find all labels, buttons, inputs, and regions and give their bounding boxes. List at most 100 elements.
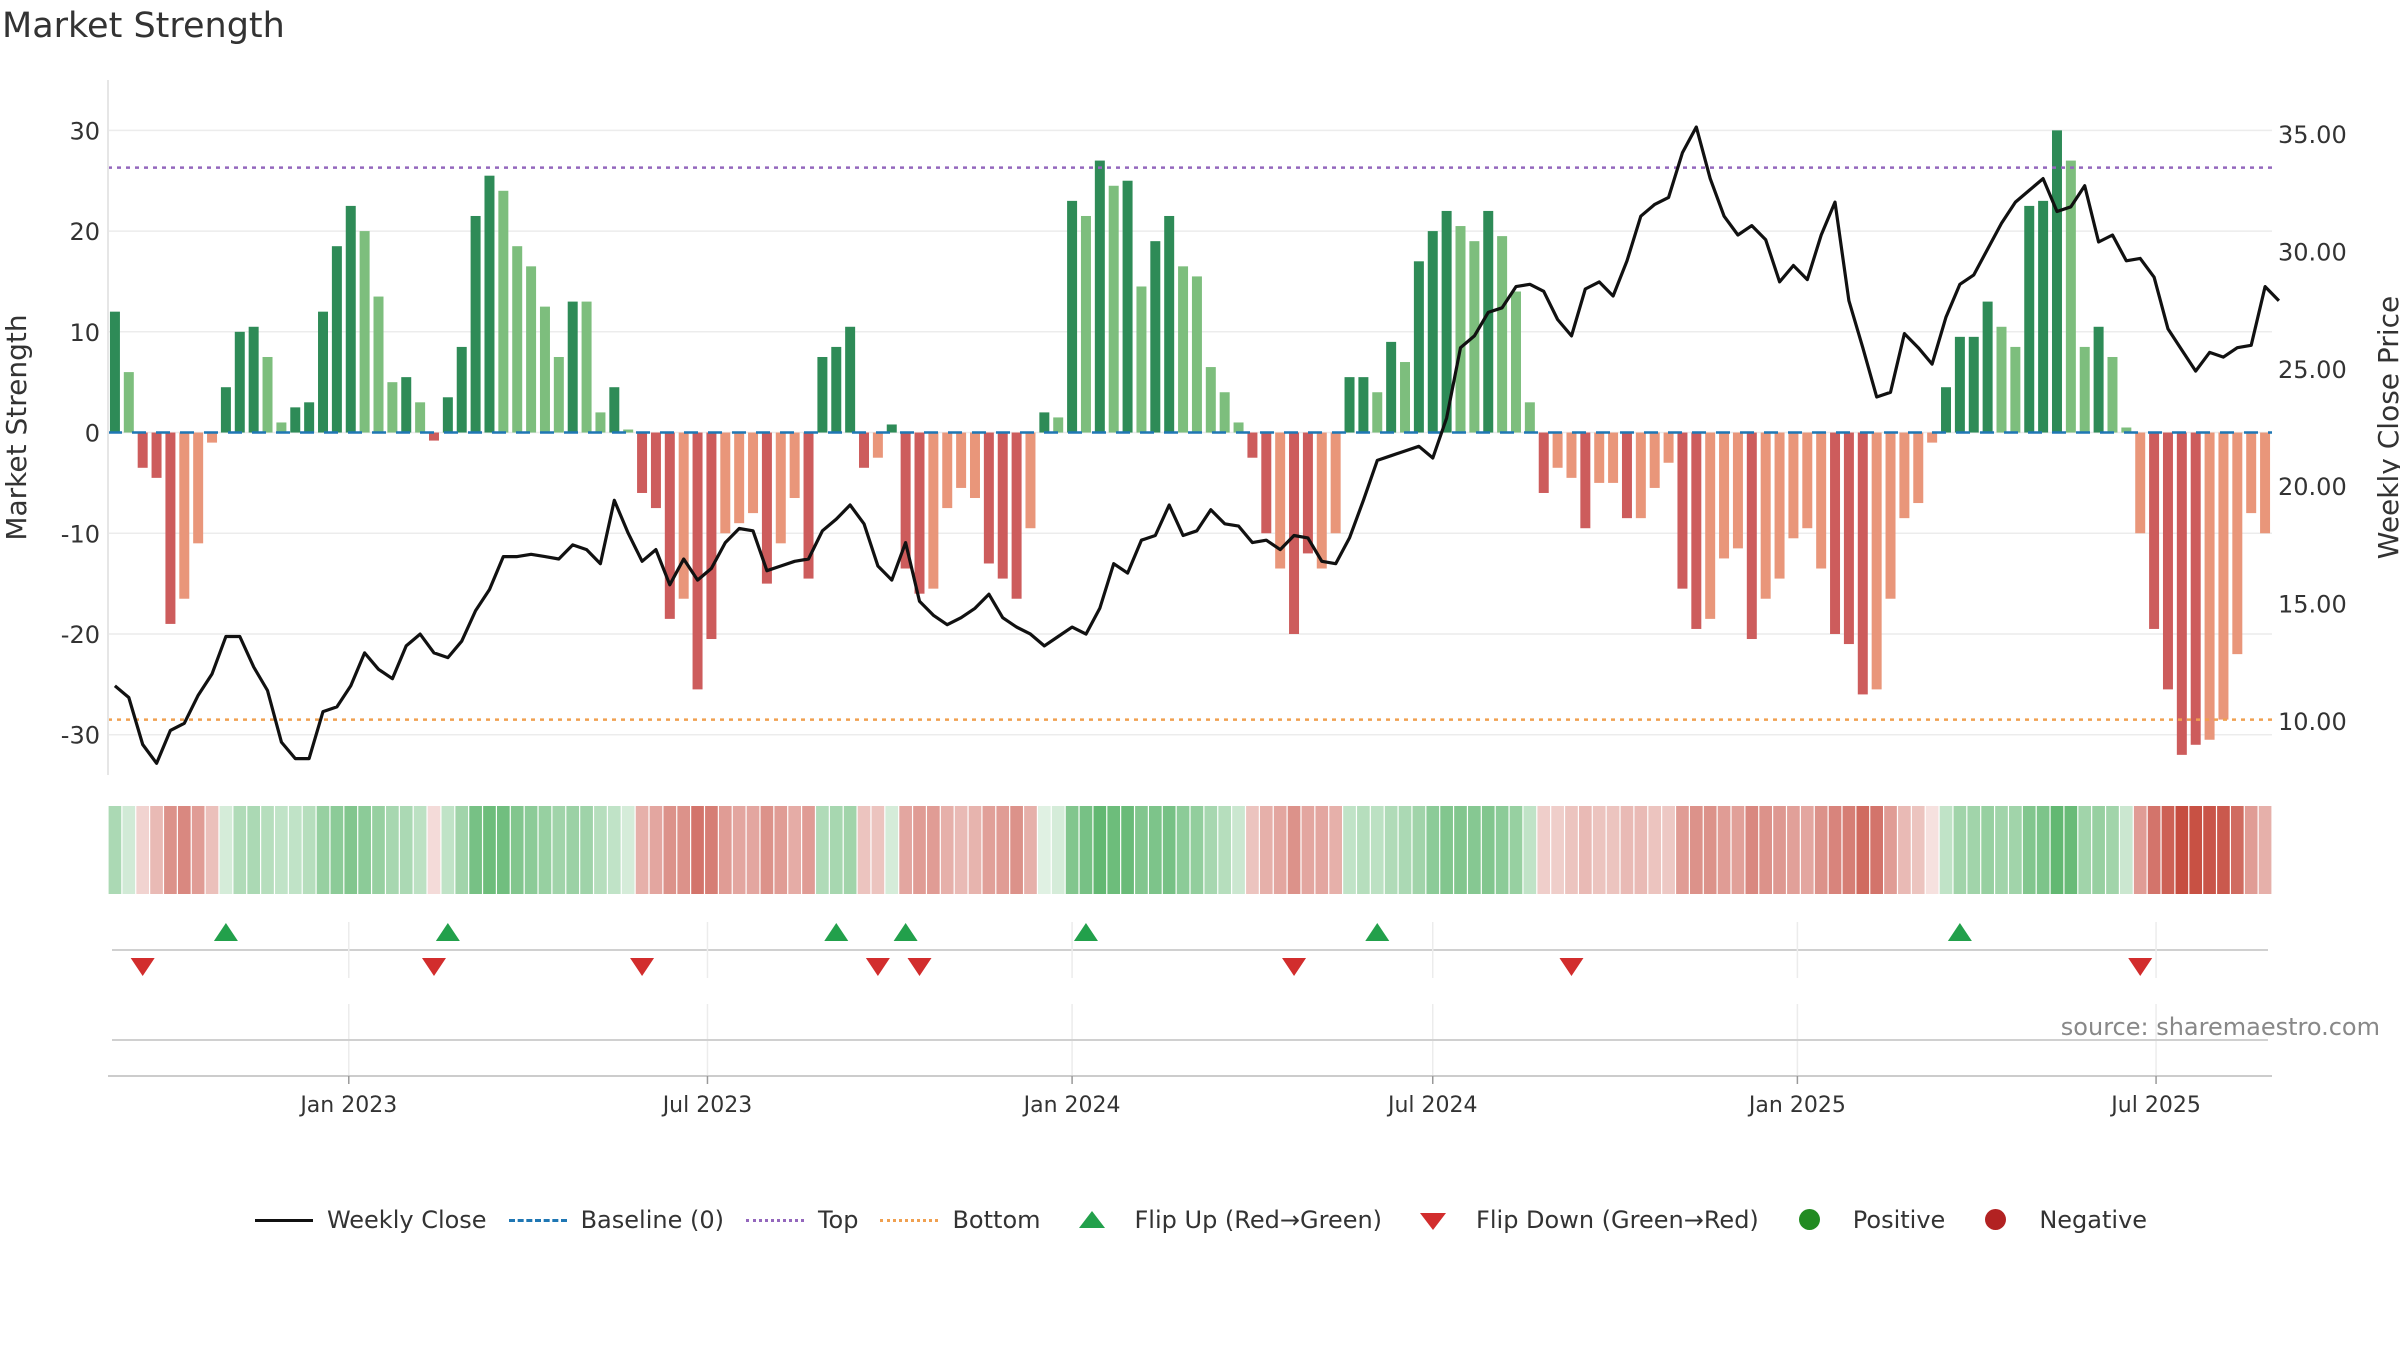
bar-negative — [1885, 432, 1896, 599]
bar-positive — [2093, 326, 2104, 433]
flip-up-marker — [435, 923, 460, 941]
heat-cell — [122, 806, 136, 894]
bar-positive — [539, 306, 550, 433]
bar-negative — [1927, 432, 1938, 443]
flip-up-marker — [1947, 923, 1972, 941]
bar-negative — [1594, 432, 1605, 483]
bar-positive — [442, 397, 453, 433]
source-label: source: sharemaestro.com — [2060, 1013, 2380, 1041]
flip-down-marker — [2128, 958, 2153, 976]
heat-cell — [843, 806, 857, 894]
bars-layer — [109, 130, 2271, 755]
bar-positive — [567, 301, 578, 433]
legend-top[interactable]: Top — [744, 1206, 858, 1234]
bar-positive — [1094, 160, 1105, 433]
bar-negative — [734, 432, 745, 524]
heat-cell — [330, 806, 344, 894]
heat-cell — [399, 806, 413, 894]
heat-cell — [1773, 806, 1786, 894]
bar-positive — [373, 296, 384, 433]
bar-negative — [637, 432, 648, 493]
legend-weekly-close[interactable]: Weekly Close — [253, 1206, 487, 1234]
heat-cell — [691, 806, 704, 894]
legend-positive[interactable]: Positive — [1779, 1206, 1946, 1234]
bar-negative — [1719, 432, 1730, 559]
heat-cell — [1967, 806, 1981, 894]
bar-negative — [859, 432, 870, 468]
heat-cell — [1842, 806, 1856, 894]
bar-positive — [623, 429, 634, 433]
heat-cell — [191, 806, 205, 894]
heat-cell — [358, 806, 371, 894]
bar-positive — [2038, 200, 2049, 433]
heat-cell — [2050, 806, 2064, 894]
flip-up-marker — [893, 923, 918, 941]
bar-negative — [151, 432, 162, 478]
bar-negative — [1261, 432, 1272, 534]
heat-cell — [663, 806, 677, 894]
heat-cell — [2133, 806, 2147, 894]
x-tick-label: Jul 2024 — [1386, 1093, 1478, 1118]
bar-positive — [845, 326, 856, 433]
flip-down-marker — [1282, 958, 1307, 976]
heat-cell — [288, 806, 302, 894]
heat-cell — [1148, 806, 1162, 894]
heat-cell — [1370, 806, 1384, 894]
heat-cell — [829, 806, 843, 894]
heat-cell — [2036, 806, 2050, 894]
bar-negative — [1732, 432, 1743, 549]
heat-cell — [1537, 806, 1551, 894]
bar-negative — [678, 432, 689, 599]
heat-cell — [2106, 806, 2119, 894]
bar-positive — [609, 387, 620, 433]
bar-positive — [2107, 356, 2118, 433]
heat-cell — [427, 806, 441, 894]
bar-positive — [345, 205, 356, 433]
bar-negative — [650, 432, 661, 509]
bar-positive — [1455, 226, 1466, 433]
time-axis: Jan 2023 Jul 2023 Jan 2024 Jul 2024 Jan 2025… — [108, 1004, 2272, 1118]
bar-positive — [1372, 392, 1383, 433]
bar-negative — [1774, 432, 1785, 579]
heat-cell — [1384, 806, 1398, 894]
bar-negative — [179, 432, 190, 599]
legend-negative[interactable]: Negative — [1965, 1206, 2147, 1234]
heat-cell — [1343, 806, 1356, 894]
x-tick-label: Jan 2023 — [298, 1093, 397, 1118]
bar-positive — [1150, 241, 1161, 433]
legend-flip-up[interactable]: Flip Up (Red→Green) — [1061, 1206, 1382, 1234]
heat-cell — [1579, 806, 1592, 894]
legend-bottom[interactable]: Bottom — [878, 1206, 1041, 1234]
heat-cell — [1121, 806, 1134, 894]
heat-cell — [1218, 806, 1232, 894]
bar-negative — [2135, 432, 2146, 534]
heat-cell — [1357, 806, 1370, 894]
bar-positive — [2010, 346, 2021, 433]
heat-cell — [1038, 806, 1051, 894]
bar-positive — [886, 424, 897, 433]
heat-cell — [1814, 806, 1828, 894]
bar-negative — [1289, 432, 1300, 634]
bar-positive — [304, 402, 315, 433]
bar-positive — [1483, 210, 1494, 433]
bar-positive — [1386, 341, 1397, 433]
bar-negative — [2149, 432, 2160, 629]
bar-negative — [428, 432, 439, 441]
bar-negative — [775, 432, 786, 544]
legend-baseline[interactable]: Baseline (0) — [507, 1206, 724, 1234]
legend-positive-label: Positive — [1852, 1206, 1946, 1234]
heat-cell — [1898, 806, 1911, 894]
dotted-line-swatch-icon — [744, 1209, 806, 1231]
bar-positive — [331, 246, 342, 433]
heat-cell — [580, 806, 593, 894]
heat-cell — [2092, 806, 2105, 894]
bar-positive — [359, 231, 370, 433]
heat-cell — [788, 806, 801, 894]
legend-flip-down[interactable]: Flip Down (Green→Red) — [1402, 1206, 1759, 1234]
x-tick-label: Jul 2023 — [661, 1093, 753, 1118]
bar-positive — [1205, 367, 1216, 433]
heat-cell — [1315, 806, 1329, 894]
heat-cell — [677, 806, 691, 894]
heat-cell — [164, 806, 177, 894]
bar-negative — [207, 432, 218, 443]
